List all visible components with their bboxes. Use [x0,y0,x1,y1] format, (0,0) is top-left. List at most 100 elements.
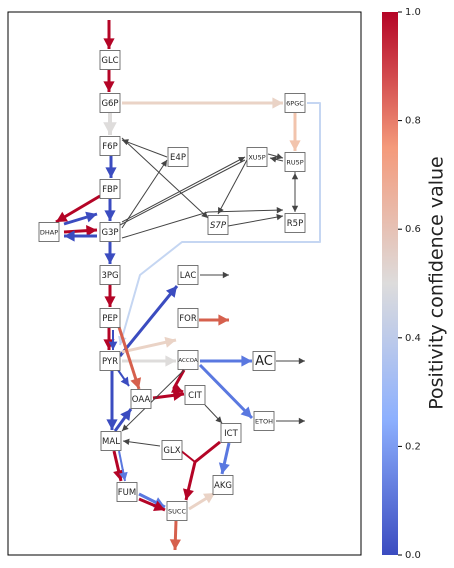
edge [179,449,196,463]
node-box [284,152,306,172]
node-box [161,440,183,460]
node-box [99,50,121,70]
node-label: 6PGC [286,100,304,108]
node-label: GLC [101,56,118,66]
node-label: E4P [170,153,186,163]
node-box [207,215,229,235]
node-label: DHAP [40,229,58,237]
arrowhead [203,493,215,504]
edge [121,137,209,219]
node-box [130,389,152,409]
arrowhead [276,206,283,214]
arrowhead [86,225,97,237]
node-label: ACCOA [178,358,198,364]
node-label: G6P [101,99,118,109]
arrowhead [130,377,142,389]
nodes: GLC G6P F6P FBP G3P DHAP 3PG PEP PYR E4P XU5P 6PGC R… [38,50,306,521]
arrowhead [240,406,252,418]
arrowhead [56,211,68,222]
node-label: CIT [188,391,202,401]
arrowhead [298,357,305,365]
node-label: R5P [287,219,303,229]
node-label: RU5P [286,159,303,167]
node-box [246,147,268,167]
arrowhead [119,471,128,481]
arrowhead [218,462,230,474]
node-box [177,265,199,285]
arrowhead [160,160,167,167]
arrowhead [104,210,116,221]
arrowhead [120,376,129,386]
colorbar-tick-label: 1.0 [405,7,421,18]
node-box [184,385,206,405]
node-label: XU5P [248,154,265,162]
node-box [284,213,306,233]
arrowhead [222,271,229,279]
node-box [167,147,189,167]
node-box [177,308,199,328]
arrowhead [122,139,129,146]
arrowhead [215,416,222,423]
node-box [99,308,121,328]
node-box [99,179,121,199]
node-box [38,222,60,242]
node-label: ICT [224,429,238,439]
arrowhead [164,336,176,348]
node-label: PEP [102,314,118,324]
edge [121,159,168,229]
arrowhead [103,81,115,92]
arrowhead [113,469,125,481]
node-label: AKG [214,481,232,491]
node-box [116,482,138,502]
node-box [100,431,122,451]
arrowhead [165,286,177,298]
colorbar-tick-label: 0.0 [405,550,421,561]
frame [7,11,362,556]
arrowhead [289,140,301,151]
node-box [252,351,276,371]
node-label: FUM [118,488,136,498]
node-box [253,411,275,431]
edge [119,159,246,226]
edge [227,215,284,227]
arrowhead [85,211,97,223]
edges [55,20,321,551]
edge [122,440,161,447]
arrowhead [165,355,176,367]
node-box [99,265,121,285]
arrowhead [218,314,229,326]
node-box [166,501,188,521]
arrowhead [270,156,277,163]
node-box [220,423,242,443]
colorbar-title: Positivity confidence value [426,156,448,410]
node-label: 3PG [101,271,118,281]
edge [121,156,246,223]
arrowhead [108,341,118,350]
edge [121,209,284,239]
arrowhead [122,424,129,431]
node-label: FBP [102,185,118,195]
node-label: GLX [163,446,180,456]
edge [198,363,254,420]
edge [217,159,248,215]
colorbar-tick-label: 0.6 [405,224,421,235]
node-label: OAA [132,395,151,405]
node-box [99,351,121,371]
arrowhead [171,382,183,393]
arrowhead [201,211,208,218]
node-label: MAL [102,437,120,447]
edge [117,326,141,390]
node-label: LAC [180,271,197,281]
arrowhead [106,419,118,430]
arrowhead [120,409,131,421]
arrowhead [104,253,116,264]
node-box [284,93,306,113]
node-label: S7P [210,221,227,231]
node-box [99,93,121,113]
arrowhead [103,122,117,135]
colorbar-axis: 0.0 0.2 0.4 0.6 0.8 1.0 [398,7,421,561]
colorbar [382,12,398,555]
node-box [177,350,199,370]
arrowhead [241,355,252,367]
